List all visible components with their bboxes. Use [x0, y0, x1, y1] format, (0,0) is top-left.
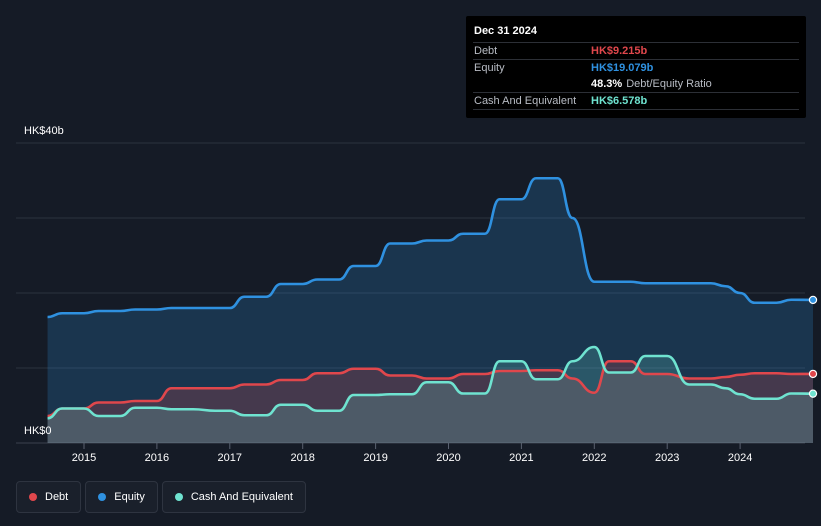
legend-equity-label: Equity	[114, 491, 145, 503]
x-tick-label: 2021	[509, 452, 533, 464]
x-tick-label: 2017	[218, 452, 242, 464]
tooltip-equity-label: Equity	[474, 62, 505, 74]
x-tick-label: 2019	[363, 452, 387, 464]
series-lines	[47, 176, 814, 420]
tooltip-equity-value: HK$19.079b	[591, 62, 654, 74]
cash-and-equivalent-area	[47, 347, 814, 443]
equity-area	[47, 178, 814, 443]
debt-line	[47, 359, 814, 418]
tooltip-cash-value: HK$6.578b	[591, 95, 648, 107]
chart-legend: Debt Equity Cash And Equivalent	[16, 481, 306, 513]
tooltip-debt-label: Debt	[474, 45, 498, 57]
x-axis: 2015 2016 2017 2018 2019 2020 2021 2022 2023 2024	[72, 443, 752, 464]
tooltip-cash-label: Cash And Equivalent	[474, 95, 577, 107]
y-axis-bottom-label: HK$0	[24, 425, 52, 437]
tooltip-ratio-value: 48.3%	[591, 78, 623, 90]
debt-area	[47, 361, 814, 443]
x-tick-label: 2020	[436, 452, 460, 464]
cash-and-equivalent-line	[47, 345, 814, 420]
equity-end-marker	[808, 295, 818, 305]
tooltip-date: Dec 31 2024	[474, 25, 537, 37]
x-tick-label: 2015	[72, 452, 96, 464]
series-areas	[47, 178, 814, 443]
tooltip-debt-value: HK$9.215b	[591, 45, 648, 57]
x-tick-label: 2023	[655, 452, 679, 464]
x-tick-label: 2018	[290, 452, 314, 464]
debt-legend-dot-icon	[29, 493, 37, 501]
series-end-markers	[808, 295, 818, 398]
x-tick-label: 2016	[145, 452, 169, 464]
equity-line	[47, 176, 814, 319]
cash-and-equivalent-end-marker	[808, 389, 818, 398]
equity-legend-dot-icon	[98, 493, 107, 501]
tooltip-row-cash: Cash And Equivalent HK$6.578b	[473, 92, 799, 110]
y-axis-top-label: HK$40b	[24, 125, 64, 137]
grid-lines	[16, 142, 805, 444]
legend-item-equity[interactable]: Equity	[85, 481, 158, 513]
legend-cash-label: Cash And Equivalent	[190, 491, 293, 503]
tooltip-row-debt: Debt HK$9.215b	[473, 42, 799, 59]
data-tooltip: Dec 31 2024 Debt HK$9.215b Equity HK$19.…	[466, 16, 806, 118]
tooltip-row-ratio: 48.3% Debt/Equity Ratio	[473, 76, 799, 92]
tooltip-ratio-label: Debt/Equity Ratio	[626, 78, 712, 90]
legend-debt-label: Debt	[45, 491, 69, 503]
x-tick-label: 2024	[728, 452, 752, 464]
legend-item-cash[interactable]: Cash And Equivalent	[161, 481, 306, 513]
cash-legend-dot-icon	[174, 493, 183, 501]
debt-end-marker	[808, 369, 818, 379]
tooltip-row-equity: Equity HK$19.079b	[473, 59, 799, 76]
legend-item-debt[interactable]: Debt	[16, 481, 82, 513]
x-tick-label: 2022	[582, 452, 606, 464]
